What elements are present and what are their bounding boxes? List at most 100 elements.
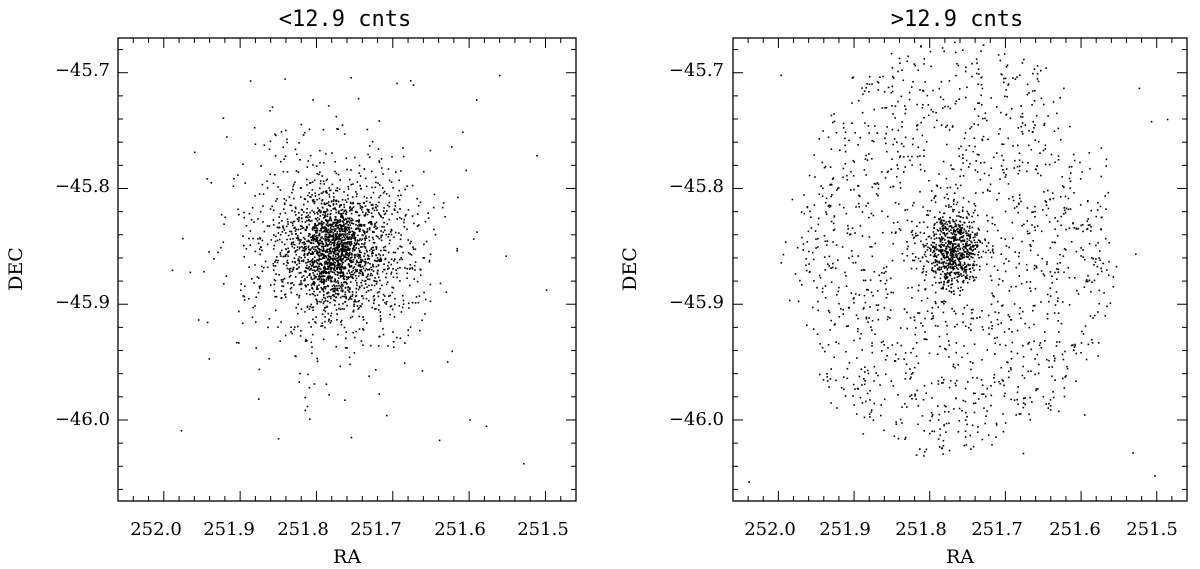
data-point [351, 315, 354, 318]
data-point [1101, 216, 1103, 219]
data-point [357, 308, 360, 310]
data-point [892, 242, 894, 245]
data-point [810, 227, 813, 229]
data-point [400, 257, 402, 259]
data-point [301, 217, 303, 219]
data-point [1056, 278, 1058, 280]
data-point [859, 137, 862, 139]
data-point [981, 139, 984, 142]
data-point [835, 379, 837, 382]
data-point [871, 345, 873, 347]
data-point [869, 399, 871, 401]
data-point [853, 302, 855, 304]
data-point [335, 228, 337, 230]
data-point [851, 122, 853, 124]
data-point [340, 265, 343, 267]
data-point [327, 228, 330, 231]
data-point [368, 268, 371, 270]
data-point [356, 193, 358, 195]
data-point [352, 246, 355, 249]
data-point [349, 210, 351, 212]
data-point [300, 260, 303, 262]
data-point [954, 230, 956, 232]
data-point [363, 243, 365, 246]
data-point [866, 392, 869, 395]
data-point [310, 326, 312, 328]
data-point [881, 271, 883, 274]
data-point [306, 261, 309, 263]
data-point [929, 432, 931, 435]
data-point [297, 235, 299, 237]
data-point [803, 212, 806, 215]
data-point [311, 269, 314, 271]
data-point [272, 182, 275, 185]
data-point [930, 382, 933, 385]
data-point [1003, 172, 1005, 174]
data-point [337, 333, 339, 336]
data-point [333, 257, 336, 260]
data-point [832, 262, 834, 265]
data-point [336, 222, 339, 224]
data-point [911, 220, 913, 223]
data-point [407, 239, 409, 241]
data-point [805, 264, 807, 267]
data-point [1055, 291, 1058, 293]
data-point [955, 239, 958, 241]
data-point [385, 303, 388, 305]
data-point [341, 271, 343, 274]
data-point [320, 286, 322, 289]
data-point [418, 295, 421, 297]
data-point [334, 285, 336, 288]
data-point [830, 184, 833, 186]
data-point [383, 213, 386, 216]
data-point [407, 334, 410, 337]
data-point [375, 203, 377, 206]
data-point [1035, 267, 1038, 269]
data-point [328, 271, 330, 273]
data-point [322, 180, 325, 183]
data-point [350, 257, 352, 259]
data-point [311, 181, 314, 183]
data-point [345, 252, 347, 255]
data-point [351, 293, 354, 296]
data-point [945, 221, 947, 223]
data-point [368, 278, 371, 281]
data-point [890, 291, 892, 294]
data-point [387, 264, 389, 267]
data-point [398, 305, 401, 307]
data-point [880, 404, 882, 406]
data-point [1100, 175, 1103, 178]
data-point [943, 283, 945, 285]
data-point [923, 430, 925, 432]
data-point [350, 212, 353, 215]
data-point [1053, 360, 1056, 362]
data-point [950, 255, 952, 257]
data-point [386, 414, 388, 417]
data-point [824, 240, 827, 243]
data-point [883, 90, 886, 93]
data-point [297, 237, 300, 239]
data-point [350, 260, 352, 262]
data-point [325, 223, 328, 226]
data-point [824, 165, 827, 168]
data-point [898, 203, 900, 205]
data-point [357, 97, 360, 100]
data-point [990, 321, 993, 323]
data-point [1004, 95, 1006, 98]
data-point [1018, 252, 1021, 254]
data-point [1096, 265, 1099, 268]
data-point [914, 242, 916, 245]
data-point [950, 286, 952, 289]
data-point [305, 271, 307, 273]
data-point [373, 298, 376, 301]
data-point [283, 229, 286, 231]
data-point [969, 246, 972, 248]
data-point [938, 269, 941, 271]
data-point [309, 260, 312, 263]
data-point [950, 256, 953, 259]
data-point [327, 265, 329, 268]
data-point [372, 270, 375, 272]
data-point [957, 232, 960, 234]
data-point [946, 228, 949, 230]
data-point [820, 185, 822, 187]
